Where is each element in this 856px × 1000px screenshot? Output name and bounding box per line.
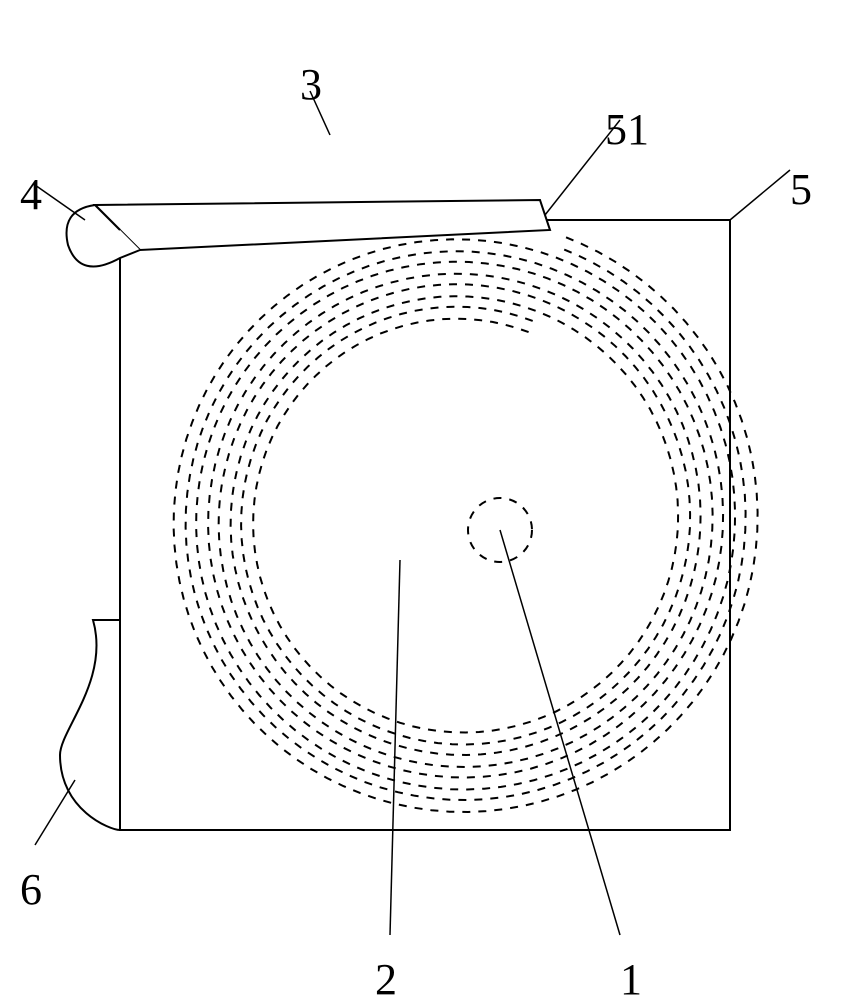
arm-body bbox=[95, 200, 550, 250]
label-2: 2 bbox=[375, 955, 397, 1000]
label-3: 3 bbox=[300, 60, 322, 109]
leader-2 bbox=[390, 560, 400, 935]
patent-figure: 1 2 3 4 5 6 51 bbox=[0, 0, 856, 1000]
label-51: 51 bbox=[605, 105, 649, 154]
leader-4 bbox=[35, 185, 85, 220]
leader-1 bbox=[500, 530, 620, 935]
label-4: 4 bbox=[20, 170, 42, 219]
lower-hook bbox=[60, 620, 120, 830]
label-6: 6 bbox=[20, 865, 42, 914]
label-5: 5 bbox=[790, 165, 812, 214]
leader-6 bbox=[35, 780, 75, 845]
leader-5 bbox=[730, 170, 790, 220]
label-1: 1 bbox=[620, 955, 642, 1000]
